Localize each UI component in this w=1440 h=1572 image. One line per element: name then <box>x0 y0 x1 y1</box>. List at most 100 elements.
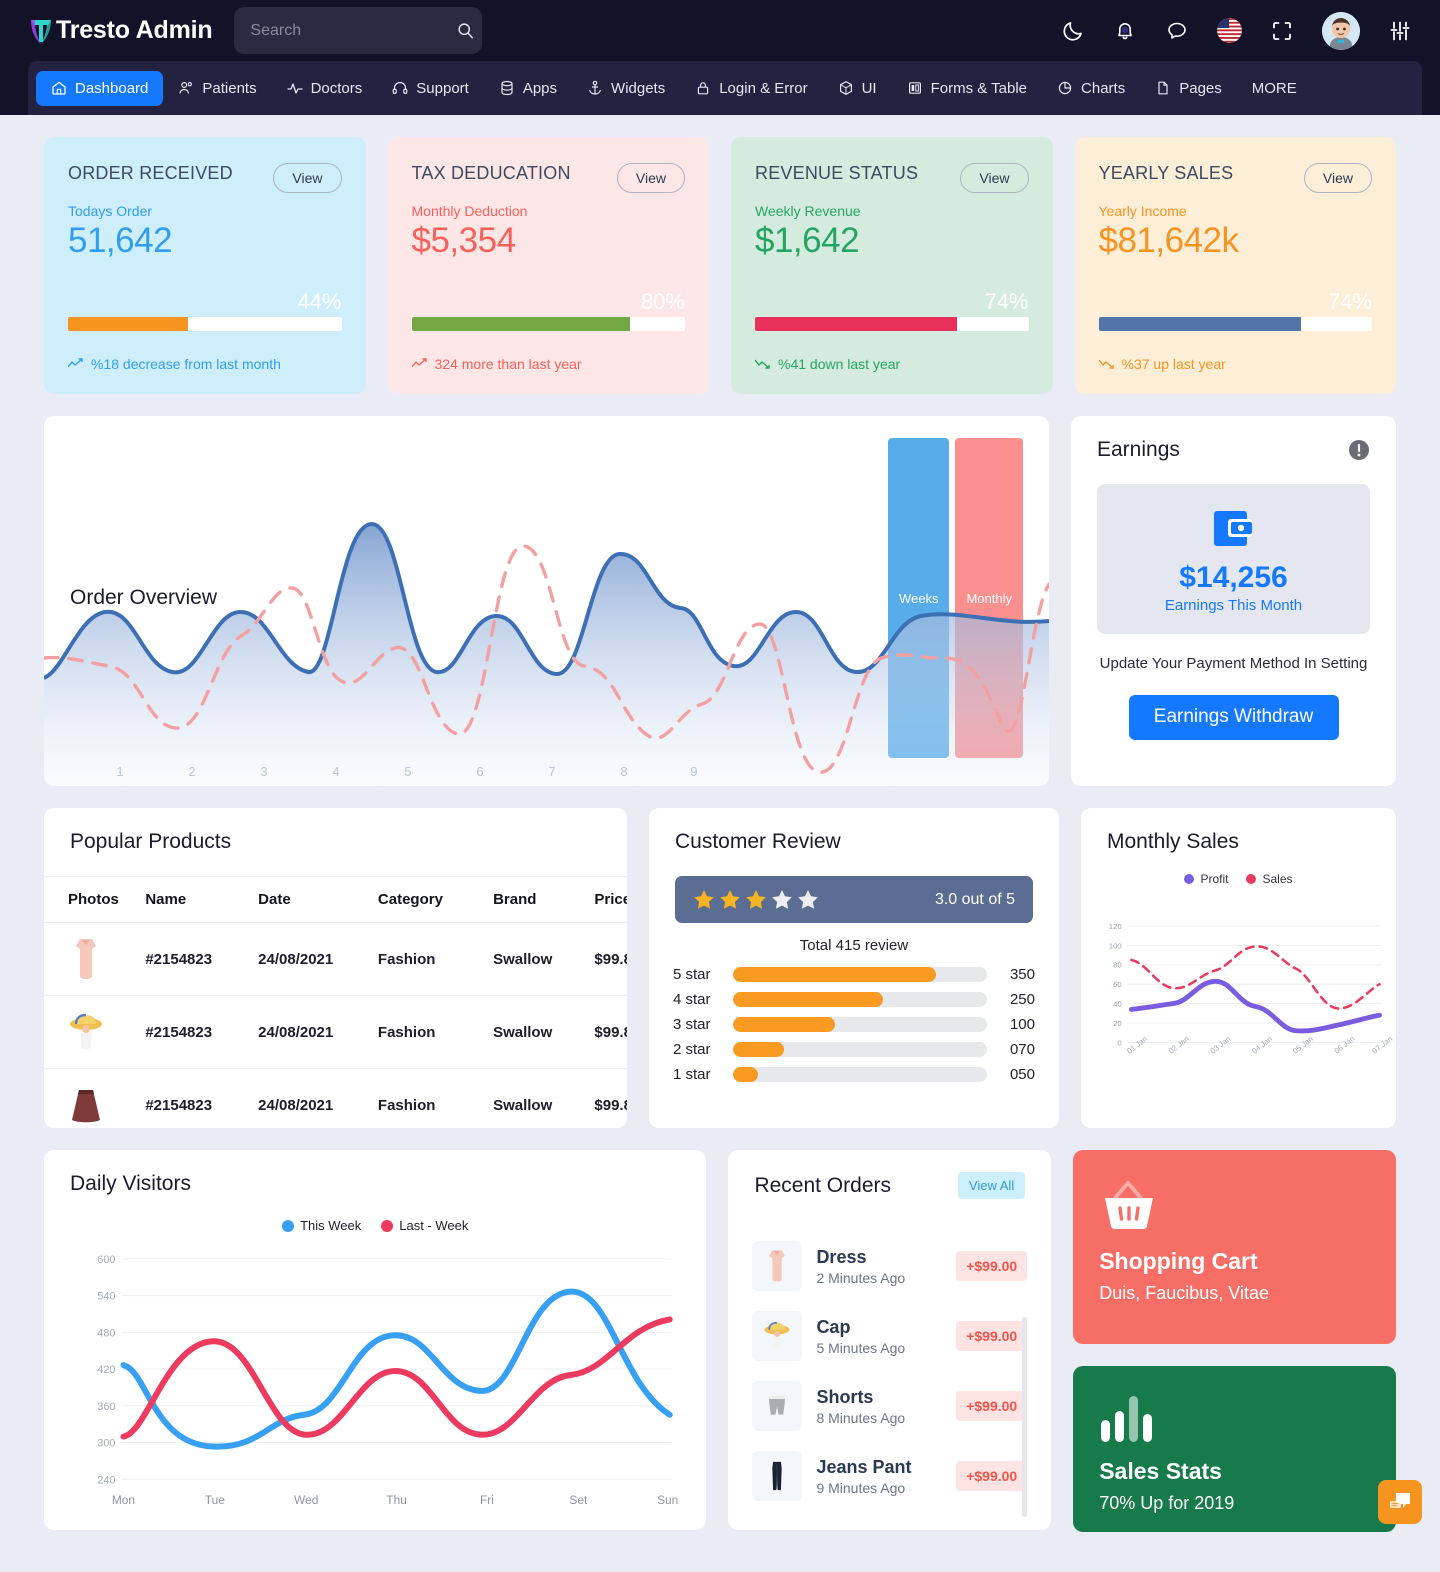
nav-label: Login & Error <box>719 80 807 97</box>
flag-us-icon[interactable] <box>1217 18 1242 43</box>
brand-logo[interactable]: Tresto Admin <box>28 16 212 46</box>
star-icon-filled <box>745 889 767 910</box>
order-thumbnail <box>752 1381 802 1431</box>
search-input[interactable] <box>250 22 457 40</box>
x-tick: 06 Jan <box>1333 1034 1357 1055</box>
daily-visitors-card: Daily Visitors This Week Last - Week 600… <box>44 1150 706 1530</box>
chat-icon[interactable] <box>1165 19 1189 43</box>
stat-title: REVENUE STATUS <box>755 163 918 184</box>
stat-card-order-received: ORDER RECEIVED View Todays Order 51,642 … <box>44 137 366 394</box>
view-all-button[interactable]: View All <box>958 1172 1025 1199</box>
nav-label: Support <box>416 80 469 97</box>
lock-icon <box>695 80 711 96</box>
earnings-withdraw-button[interactable]: Earnings Withdraw <box>1129 695 1339 740</box>
star-rating <box>693 889 819 910</box>
page-content: ORDER RECEIVED View Todays Order 51,642 … <box>0 115 1440 1572</box>
search-icon[interactable] <box>457 22 474 39</box>
legend-label: Profit <box>1200 872 1228 886</box>
legend-item-sales[interactable]: Sales <box>1246 872 1292 886</box>
dress-thumb <box>68 936 104 982</box>
settings-sliders-icon[interactable] <box>1388 19 1412 43</box>
nav-item-support[interactable]: Support <box>377 71 484 106</box>
order-info: Shorts 8 Minutes Ago <box>816 1387 905 1426</box>
order-amount: +$99.00 <box>956 1391 1027 1421</box>
column-header-photos: Photos <box>44 877 145 923</box>
order-name: Dress <box>816 1247 905 1268</box>
nav-item-widgets[interactable]: Widgets <box>572 71 680 106</box>
nav-label: Pages <box>1179 80 1222 97</box>
svg-text:120: 120 <box>1109 922 1122 931</box>
legend-item-this-week[interactable]: This Week <box>282 1218 361 1233</box>
review-bar-track <box>733 992 987 1007</box>
stat-card-header: ORDER RECEIVED View <box>68 163 342 193</box>
star-icon-filled <box>719 889 741 910</box>
view-button[interactable]: View <box>1304 163 1372 193</box>
avatar[interactable] <box>1322 12 1360 50</box>
card-title: Popular Products <box>70 830 231 854</box>
table-row[interactable]: #2154823 24/08/2021 Fashion Swallow $99.… <box>44 1069 627 1129</box>
overview-row: Order Overview Weeks Monthly <box>44 416 1396 786</box>
review-star-label: 4 star <box>673 991 721 1008</box>
support-chat-fab[interactable] <box>1378 1480 1422 1524</box>
column-header-category: Category <box>378 877 493 923</box>
scrollbar-thumb[interactable] <box>1022 1317 1027 1517</box>
bell-icon[interactable] <box>1113 19 1137 43</box>
star-icon-empty <box>771 889 793 910</box>
legend-item-profit[interactable]: Profit <box>1184 872 1228 886</box>
stat-percent: 74% <box>755 289 1029 315</box>
column-header-date: Date <box>258 877 378 923</box>
stat-card-tax-deducation: TAX DEDUCATION View Monthly Deduction $5… <box>388 137 710 394</box>
view-button[interactable]: View <box>960 163 1028 193</box>
stat-footnote: %37 up last year <box>1122 356 1226 372</box>
svg-text:480: 480 <box>97 1327 115 1339</box>
total-review-text: Total 415 review <box>649 937 1059 954</box>
list-item[interactable]: Shorts 8 Minutes Ago +$99.00 <box>728 1371 1051 1441</box>
rating-score-text: 3.0 out of 5 <box>935 891 1015 909</box>
info-icon[interactable] <box>1348 439 1370 461</box>
list-item[interactable]: Dress 2 Minutes Ago +$99.00 <box>728 1231 1051 1301</box>
nav-item-pages[interactable]: Pages <box>1140 71 1237 106</box>
nav-item-patients[interactable]: Patients <box>163 71 271 106</box>
star-icon-empty <box>797 889 819 910</box>
stat-subtitle: Todays Order <box>68 203 342 219</box>
popular-products-header: Popular Products <box>44 808 627 876</box>
svg-text:0: 0 <box>1117 1038 1121 1047</box>
table-row[interactable]: #2154823 24/08/2021 Fashion Swallow $99.… <box>44 923 627 996</box>
list-item[interactable]: Cap 5 Minutes Ago +$99.00 <box>728 1301 1051 1371</box>
nav-item-login-error[interactable]: Login & Error <box>680 71 822 106</box>
shorts-thumb <box>762 1388 792 1424</box>
x-tick: 5 <box>404 764 411 779</box>
table-row[interactable]: #2154823 24/08/2021 Fashion Swallow $99.… <box>44 996 627 1069</box>
legend-item-last-week[interactable]: Last - Week <box>381 1218 468 1233</box>
column-header-price: Price <box>594 877 627 923</box>
nav-item-more[interactable]: MORE <box>1237 71 1312 106</box>
review-star-label: 3 star <box>673 1016 721 1033</box>
nav-item-apps[interactable]: Apps <box>484 71 572 106</box>
stat-card-header: TAX DEDUCATION View <box>412 163 686 193</box>
product-category: Fashion <box>378 1069 493 1129</box>
order-info: Dress 2 Minutes Ago <box>816 1247 905 1286</box>
fullscreen-icon[interactable] <box>1270 19 1294 43</box>
view-button[interactable]: View <box>617 163 685 193</box>
x-tick: 01 Jan <box>1125 1034 1149 1055</box>
headset-icon <box>392 80 408 96</box>
stat-card-header: REVENUE STATUS View <box>755 163 1029 193</box>
search-box[interactable] <box>234 7 482 54</box>
nav-item-forms-table[interactable]: Forms & Table <box>892 71 1042 106</box>
earnings-note: Update Your Payment Method In Setting <box>1071 653 1396 675</box>
nav-item-dashboard[interactable]: Dashboard <box>36 71 163 106</box>
product-photo-cell <box>44 996 145 1069</box>
nav-item-ui[interactable]: UI <box>823 71 892 106</box>
moon-icon[interactable] <box>1061 19 1085 43</box>
view-button[interactable]: View <box>273 163 341 193</box>
stat-card-header: YEARLY SALES View <box>1099 163 1373 193</box>
shopping-cart-promo-card[interactable]: Shopping Cart Duis, Faucibus, Vitae <box>1073 1150 1396 1344</box>
sales-stats-promo-card[interactable]: Sales Stats 70% Up for 2019 <box>1073 1366 1396 1532</box>
order-info: Cap 5 Minutes Ago <box>816 1317 905 1356</box>
nav-item-doctors[interactable]: Doctors <box>272 71 378 106</box>
area-chart-svg <box>44 466 1049 786</box>
list-item[interactable]: Jeans Pant 9 Minutes Ago +$99.00 <box>728 1441 1051 1511</box>
nav-item-charts[interactable]: Charts <box>1042 71 1140 106</box>
progress-bar <box>1099 317 1373 331</box>
